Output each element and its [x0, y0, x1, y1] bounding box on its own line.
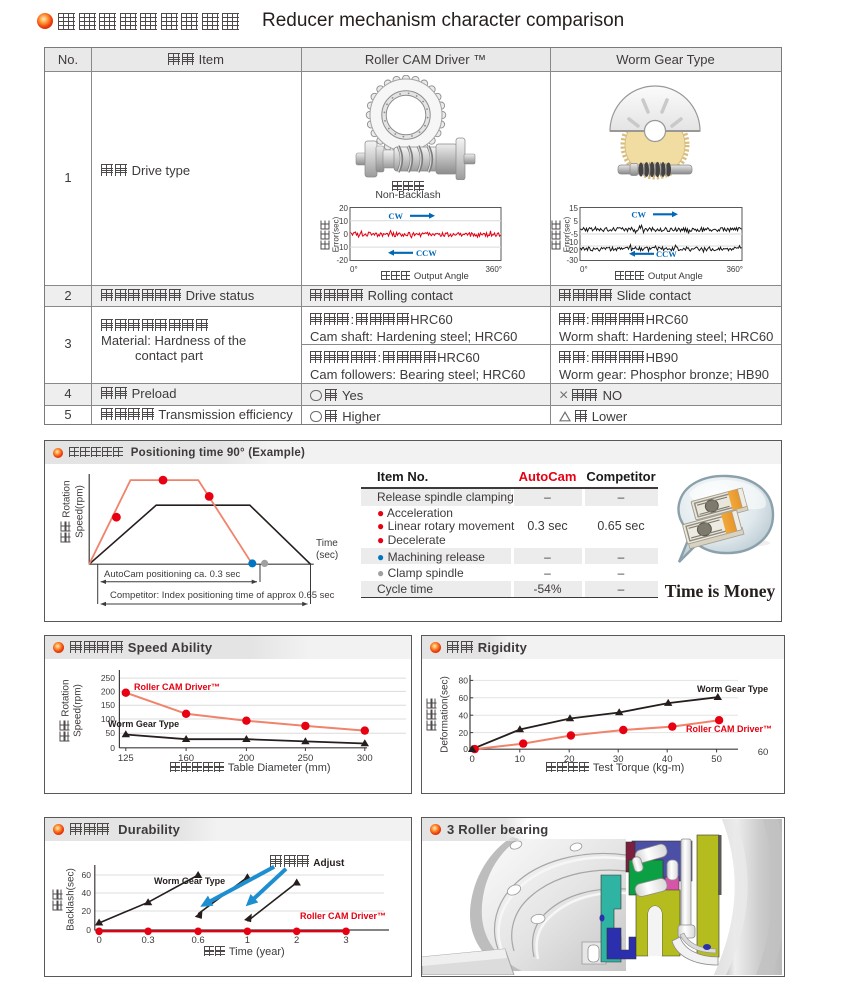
- svg-text:360°: 360°: [485, 265, 502, 274]
- svg-text:360°: 360°: [726, 265, 743, 274]
- svg-text:0: 0: [463, 744, 468, 754]
- svg-text:250: 250: [297, 753, 313, 764]
- svg-text:200: 200: [101, 686, 115, 696]
- svg-text:20: 20: [339, 205, 348, 213]
- svg-text:20: 20: [459, 728, 469, 738]
- svg-text:0: 0: [469, 754, 474, 765]
- svg-text:CW: CW: [631, 210, 646, 220]
- svg-text:-20: -20: [336, 256, 348, 265]
- svg-text:3: 3: [343, 935, 348, 946]
- svg-text:CCW: CCW: [656, 249, 677, 259]
- svg-text:-5: -5: [571, 230, 579, 239]
- svg-text:15: 15: [569, 205, 578, 213]
- svg-text:0°: 0°: [350, 265, 358, 274]
- svg-text:300: 300: [357, 753, 373, 764]
- svg-text:-10: -10: [566, 238, 578, 247]
- svg-text:200: 200: [238, 753, 254, 764]
- svg-text:40: 40: [459, 710, 469, 720]
- svg-text:60: 60: [82, 870, 92, 880]
- svg-text:0: 0: [344, 230, 349, 239]
- svg-text:1: 1: [245, 935, 250, 946]
- svg-text:-20: -20: [566, 246, 578, 255]
- svg-text:100: 100: [101, 714, 115, 724]
- svg-text:0: 0: [86, 925, 91, 935]
- svg-text:60: 60: [459, 693, 469, 703]
- svg-text:-30: -30: [566, 256, 578, 265]
- svg-text:50: 50: [711, 754, 722, 765]
- svg-text:80: 80: [459, 676, 469, 686]
- svg-text:150: 150: [101, 700, 115, 710]
- svg-text:10: 10: [339, 217, 348, 226]
- svg-text:125: 125: [118, 753, 134, 764]
- svg-text:60: 60: [758, 747, 769, 758]
- svg-text:0: 0: [96, 935, 101, 946]
- svg-text:0: 0: [110, 743, 115, 753]
- svg-text:0.6: 0.6: [191, 935, 204, 946]
- svg-text:50: 50: [106, 728, 116, 738]
- svg-text:0.3: 0.3: [141, 935, 154, 946]
- svg-text:250: 250: [101, 673, 115, 683]
- svg-text:CW: CW: [388, 211, 403, 221]
- svg-text:0°: 0°: [580, 265, 588, 274]
- svg-text:CCW: CCW: [416, 248, 437, 258]
- svg-text:30: 30: [613, 754, 624, 765]
- svg-text:-10: -10: [336, 243, 348, 252]
- svg-text:40: 40: [662, 754, 673, 765]
- svg-text:10: 10: [515, 754, 526, 765]
- svg-text:160: 160: [178, 753, 194, 764]
- svg-text:40: 40: [82, 888, 92, 898]
- svg-text:20: 20: [564, 754, 575, 765]
- svg-text:2: 2: [294, 935, 299, 946]
- svg-text:20: 20: [82, 906, 92, 916]
- svg-text:5: 5: [574, 217, 579, 226]
